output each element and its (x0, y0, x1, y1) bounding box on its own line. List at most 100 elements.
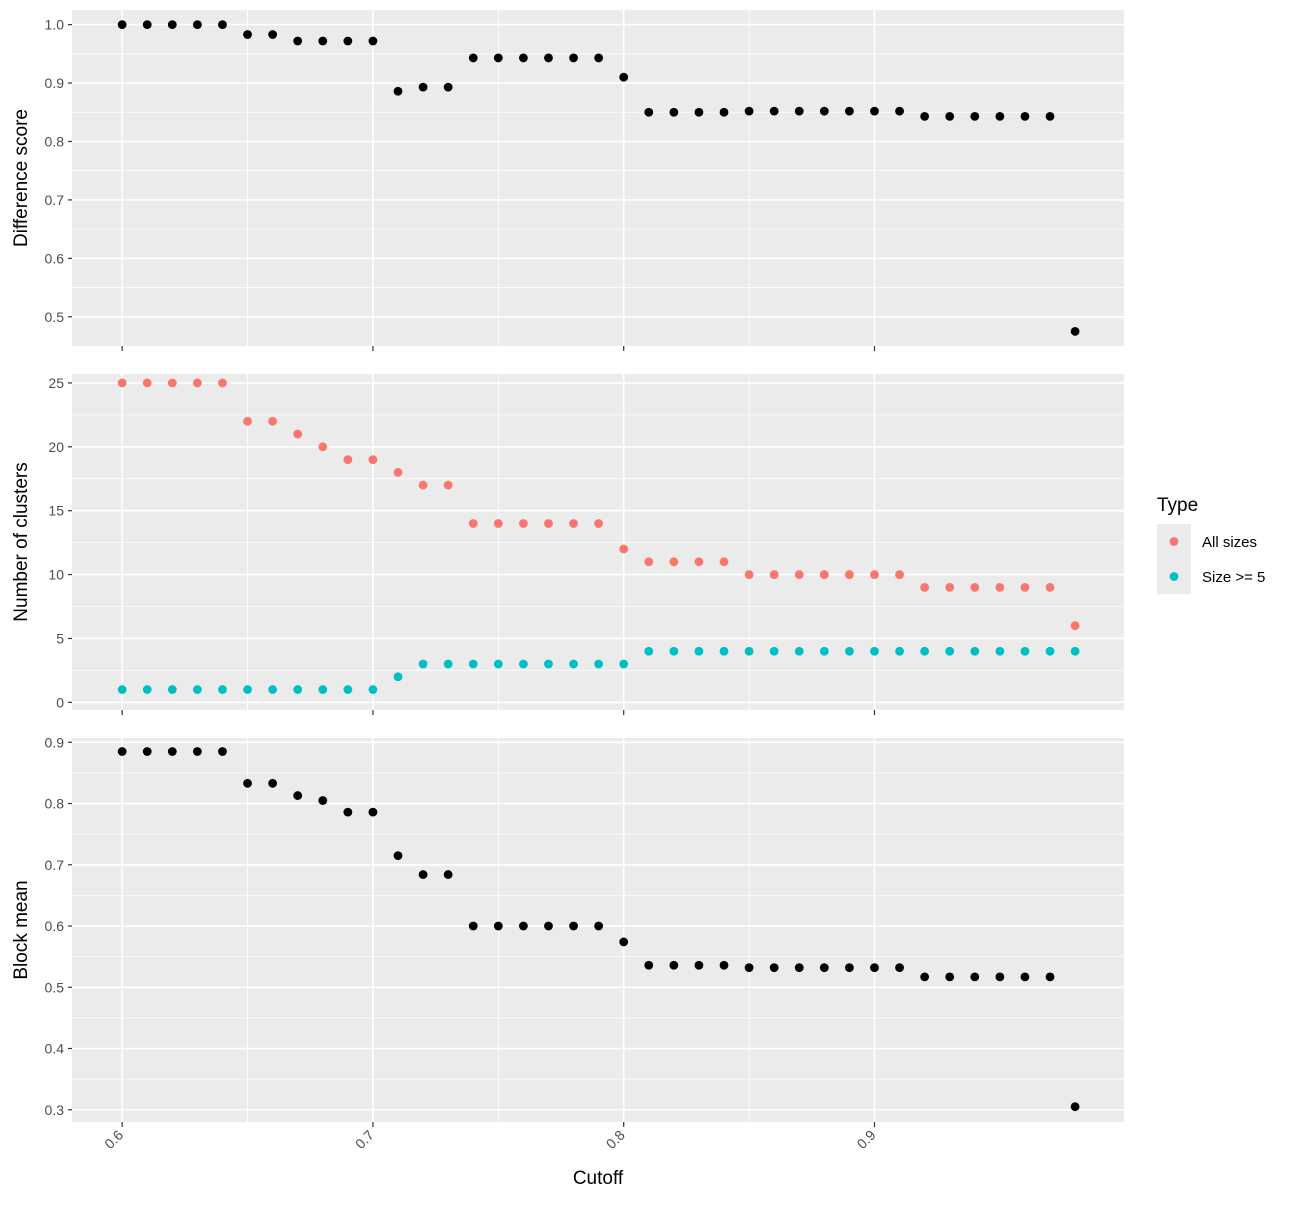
data-point (368, 807, 378, 817)
panel-background (72, 374, 1124, 710)
data-point (644, 557, 654, 567)
y-tick-label: 0.8 (45, 796, 65, 812)
data-point (769, 570, 779, 579)
y-tick-label: 0.8 (45, 133, 65, 149)
data-point (117, 378, 127, 388)
panels-layer: 0.5 0.6 0.7 0.8 0.9 1.0 Difference score 0 5 10 15… (11, 10, 1124, 1152)
y-axis-title: Block mean (11, 880, 32, 979)
y-tick-label: 0.9 (45, 75, 65, 91)
data-point (393, 86, 403, 96)
data-point (518, 921, 528, 931)
data-point (293, 36, 303, 46)
data-point (619, 72, 629, 82)
data-point (744, 570, 754, 579)
data-point (117, 685, 127, 694)
data-point (368, 685, 378, 694)
data-point (518, 519, 528, 528)
y-tick-label: 15 (48, 503, 64, 519)
data-point (970, 111, 980, 121)
data-point (719, 557, 729, 567)
data-point (343, 36, 353, 46)
data-point (870, 646, 879, 656)
data-point (945, 582, 955, 592)
data-point (192, 20, 202, 30)
x-tick-label: 0.9 (854, 1127, 879, 1152)
data-point (669, 557, 679, 567)
data-point (769, 646, 779, 656)
data-point (744, 963, 754, 973)
data-point (1070, 646, 1080, 656)
data-point (1020, 646, 1030, 656)
y-tick-label: 20 (48, 439, 64, 455)
data-point (719, 107, 729, 117)
panel-1: 0.5 0.6 0.7 0.8 0.9 1.0 Difference score (11, 10, 1124, 351)
data-point (845, 570, 854, 579)
data-point (318, 442, 328, 452)
data-point (343, 685, 353, 694)
y-tick-label: 0.4 (45, 1041, 65, 1057)
data-point (644, 646, 654, 656)
data-point (970, 972, 980, 982)
data-point (769, 106, 779, 116)
data-point (343, 807, 353, 817)
data-point (945, 972, 955, 982)
data-point (744, 106, 754, 116)
data-point (594, 519, 604, 528)
data-point (544, 53, 553, 63)
data-point (544, 921, 553, 931)
data-point (293, 685, 303, 694)
data-point (117, 747, 127, 756)
data-point (192, 747, 202, 756)
data-point (142, 378, 152, 388)
data-point (167, 747, 177, 756)
data-point (619, 659, 629, 669)
data-point (468, 53, 478, 63)
legend-title: Type (1157, 495, 1198, 516)
data-point (243, 30, 252, 39)
data-point (895, 646, 904, 656)
data-point (569, 519, 578, 528)
data-point (744, 646, 754, 656)
x-axis-title: Cutoff (573, 1168, 624, 1189)
data-point (268, 778, 278, 788)
data-point (845, 963, 854, 973)
data-point (594, 659, 604, 669)
data-point (719, 646, 729, 656)
data-point (418, 82, 428, 92)
legend-label: Size >= 5 (1202, 569, 1265, 586)
data-point (117, 20, 127, 30)
data-point (594, 53, 604, 63)
data-point (418, 659, 428, 669)
legend-item: Size >= 5 (1157, 559, 1265, 594)
data-point (669, 960, 679, 970)
y-tick-label: 0.5 (45, 979, 65, 995)
y-tick-label: 10 (48, 567, 64, 583)
legend-label: All sizes (1202, 534, 1257, 551)
data-point (870, 570, 879, 579)
data-point (794, 106, 804, 116)
y-tick-label: 0.6 (45, 250, 65, 266)
data-point (218, 20, 227, 30)
data-point (443, 870, 453, 879)
data-point (619, 937, 629, 947)
y-tick-label: 0.7 (45, 857, 65, 873)
data-point (669, 107, 679, 117)
data-point (343, 455, 353, 464)
data-point (544, 659, 553, 669)
data-point (142, 685, 152, 694)
data-point (694, 557, 704, 567)
data-point (493, 921, 503, 931)
y-axis-title: Difference score (11, 109, 32, 247)
legend-marker (1169, 572, 1179, 581)
data-point (845, 646, 854, 656)
y-tick-label: 0 (56, 694, 64, 710)
x-tick-label: 0.6 (101, 1127, 126, 1152)
data-point (794, 963, 804, 973)
data-point (569, 921, 578, 931)
data-point (694, 960, 704, 970)
legend-marker (1169, 537, 1179, 546)
panel-2: 0 5 10 15 20 25 Number of clusters (11, 374, 1124, 715)
data-point (218, 685, 227, 694)
